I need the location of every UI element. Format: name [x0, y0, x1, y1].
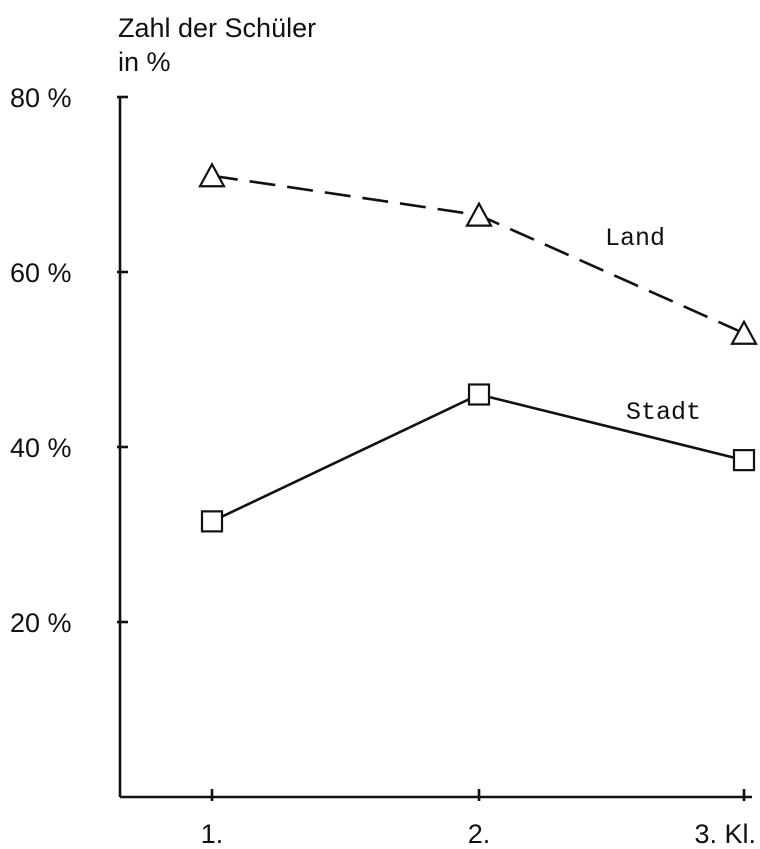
- data-point-land: [198, 161, 226, 188]
- x-tick-label: 3. Kl.: [694, 819, 756, 849]
- x-tick-label: 2.: [468, 819, 491, 849]
- y-tick-label: 80 %: [10, 83, 72, 113]
- y-axis-title-line2: in %: [118, 47, 171, 77]
- data-point-stadt: [732, 449, 756, 472]
- x-ticks: 1. 2. 3. Kl.: [201, 789, 756, 849]
- series-label-land: Land: [605, 224, 665, 253]
- data-point-stadt: [200, 510, 224, 533]
- x-tick-label: 1.: [201, 819, 224, 849]
- data-point-land: [465, 201, 493, 227]
- y-axis-title-line1: Zahl der Schüler: [118, 13, 316, 43]
- series-line-land: [211, 174, 745, 335]
- data-point-land: [730, 319, 758, 345]
- y-tick-label: 60 %: [10, 258, 72, 288]
- y-ticks: 20 % 40 % 60 % 80 %: [10, 83, 128, 638]
- data-point-stadt: [467, 383, 491, 406]
- y-tick-label: 20 %: [10, 608, 72, 638]
- y-tick-label: 40 %: [10, 433, 72, 463]
- series-label-stadt: Stadt: [626, 398, 701, 427]
- series-group: Land Stadt: [198, 161, 758, 533]
